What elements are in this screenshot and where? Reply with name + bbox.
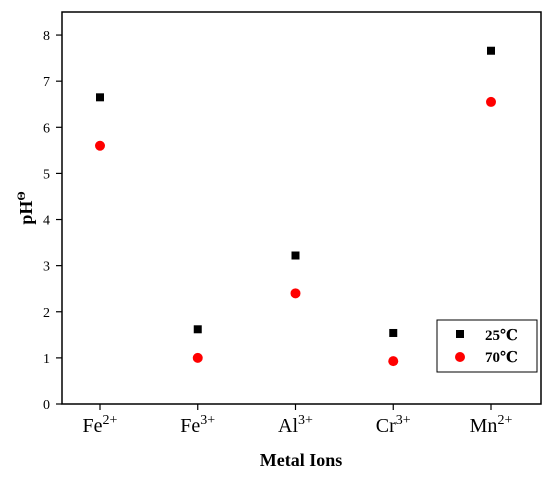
x-tick-label-al3plus: Al3+: [278, 413, 313, 437]
point-25c-fe3plus: [193, 325, 202, 334]
point-70c-mn2plus: [486, 96, 496, 107]
x-axis-title: Metal Ions: [260, 450, 343, 470]
y-tick-label-8: 8: [43, 29, 50, 44]
category-base: Fe: [83, 415, 103, 437]
category-sup: 3+: [200, 413, 215, 428]
x-tick-label-cr3plus: Cr3+: [376, 413, 411, 437]
x-axis-ticks: Fe2+ Fe3+ Al3+ Cr3+ Mn2+: [83, 404, 513, 437]
legend-label-25c: 25℃: [485, 328, 518, 344]
y-tick-label-4: 4: [43, 214, 50, 229]
x-tick-label-mn2plus: Mn2+: [470, 413, 513, 437]
y-axis-title-base: pH: [16, 201, 36, 225]
legend-label-70c: 70℃: [485, 350, 518, 366]
point-25c-cr3plus: [389, 328, 398, 337]
y-axis-title: pHΘ: [14, 191, 36, 224]
y-axis-ticks: 0 1 2 3 4 5 6 7 8: [43, 29, 62, 413]
plot-frame: [61, 11, 542, 405]
y-tick-label-1: 1: [43, 352, 50, 367]
legend-marker-70c: [455, 352, 465, 362]
y-tick-label-0: 0: [43, 398, 50, 413]
y-tick-label-2: 2: [43, 306, 50, 321]
category-base: Mn: [470, 415, 498, 437]
point-25c-al3plus: [291, 251, 300, 260]
point-25c-mn2plus: [487, 46, 495, 55]
category-base: Al: [278, 415, 298, 437]
category-base: Cr: [376, 415, 396, 437]
legend-marker-25c: [456, 330, 464, 338]
category-sup: 2+: [497, 413, 512, 428]
point-25c-fe2plus: [96, 93, 104, 102]
legend-box: [436, 319, 538, 373]
point-70c-al3plus: [290, 288, 301, 299]
y-tick-label-5: 5: [43, 167, 50, 182]
category-sup: 3+: [298, 413, 313, 428]
category-base: Fe: [180, 415, 200, 437]
point-70c-fe3plus: [192, 352, 203, 363]
y-tick-label-7: 7: [43, 75, 50, 90]
y-tick-label-6: 6: [43, 121, 50, 136]
y-axis-title-sup: Θ: [14, 191, 28, 200]
y-tick-label-3: 3: [43, 260, 50, 275]
point-70c-fe2plus: [95, 140, 105, 151]
point-70c-cr3plus: [388, 356, 399, 367]
category-sup: 2+: [103, 413, 118, 428]
legend: 25℃ 70℃: [436, 319, 538, 373]
x-tick-label-fe2plus: Fe2+: [83, 413, 118, 437]
data-points: [95, 46, 496, 367]
x-tick-label-fe3plus: Fe3+: [180, 413, 215, 437]
category-sup: 3+: [396, 413, 411, 428]
